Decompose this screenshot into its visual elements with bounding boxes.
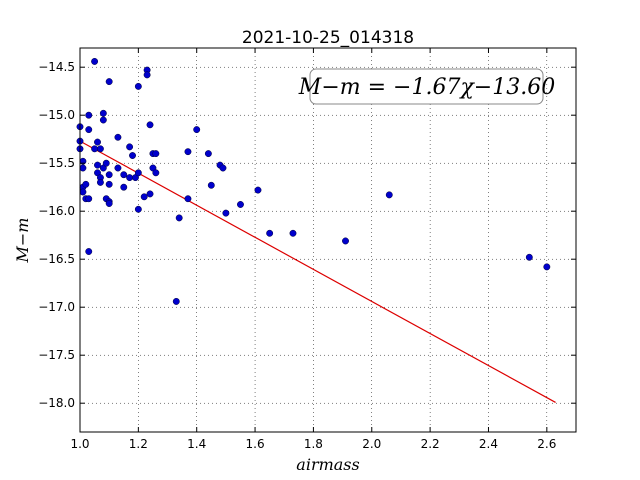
data-point	[146, 190, 154, 198]
data-point	[140, 193, 148, 201]
data-point	[79, 188, 87, 196]
data-point	[105, 200, 113, 207]
data-point	[85, 248, 93, 255]
data-point	[184, 148, 192, 156]
data-point	[219, 164, 227, 172]
data-point	[129, 152, 136, 159]
x-tick-label: 2.6	[537, 437, 556, 451]
x-tick-label: 2.4	[479, 437, 498, 451]
data-points	[76, 57, 551, 305]
data-point	[342, 237, 349, 245]
data-point	[120, 183, 128, 191]
data-point	[237, 201, 244, 208]
data-point	[146, 121, 154, 129]
annotation-text: M−m = −1.67χ−13.60	[298, 75, 555, 100]
data-point	[114, 133, 122, 141]
data-point	[85, 126, 93, 134]
axis-ticks	[79, 48, 576, 432]
y-tick-labels: −14.5 −15.0 −15.5 −16.0 −16.5 −17.0 −17.5 −18.0	[38, 60, 75, 410]
data-point	[266, 229, 274, 237]
x-tick-label: 1.2	[129, 437, 148, 451]
plot-frame	[79, 47, 577, 433]
x-tick-label: 2.0	[362, 437, 381, 451]
data-point	[105, 78, 113, 86]
data-point	[207, 181, 215, 189]
y-tick-label: −15.5	[38, 156, 75, 170]
data-point	[99, 116, 107, 124]
x-tick-labels: 1.0 1.2 1.4 1.6 1.8 2.0 2.2 2.4 2.6	[70, 437, 556, 451]
data-point	[82, 180, 90, 188]
data-point	[204, 150, 212, 158]
x-tick-label: 2.2	[421, 437, 440, 451]
fit-line-group	[79, 140, 556, 403]
x-axis-label: airmass	[296, 455, 359, 474]
y-tick-label: −16.0	[38, 204, 75, 218]
data-point	[79, 164, 87, 172]
data-point	[126, 174, 134, 182]
y-tick-label: −17.0	[38, 300, 75, 314]
data-point	[134, 205, 142, 213]
data-point	[525, 253, 533, 261]
y-tick-label: −18.0	[38, 396, 75, 410]
data-point	[134, 82, 142, 90]
data-point	[85, 195, 93, 203]
data-point	[152, 169, 160, 177]
data-point	[134, 169, 142, 177]
data-point	[126, 143, 134, 151]
data-point	[385, 191, 393, 199]
data-point	[543, 263, 551, 271]
data-point	[91, 145, 99, 153]
data-point	[99, 109, 107, 117]
data-point	[102, 159, 110, 167]
data-point	[114, 164, 122, 172]
fit-line	[79, 140, 556, 403]
data-point	[289, 229, 297, 237]
data-point	[105, 180, 113, 188]
x-tick-label: 1.0	[70, 437, 89, 451]
data-point	[172, 297, 180, 305]
data-point	[184, 195, 192, 203]
data-point	[105, 171, 113, 179]
data-point	[94, 138, 101, 146]
data-point	[120, 171, 128, 179]
grid-lines	[79, 48, 576, 432]
data-point	[143, 71, 151, 79]
data-point	[254, 186, 262, 194]
chart-title: 2021-10-25_014318	[242, 28, 414, 48]
data-point	[96, 145, 104, 153]
x-tick-label: 1.8	[304, 437, 323, 451]
data-point	[152, 150, 160, 158]
y-axis-label: M−m	[13, 218, 32, 264]
y-tick-label: −14.5	[38, 60, 75, 74]
y-tick-label: −15.0	[38, 108, 75, 122]
data-point	[193, 126, 201, 134]
annotation-box	[309, 68, 544, 105]
data-point	[96, 178, 104, 186]
y-tick-label: −16.5	[38, 252, 75, 266]
data-point	[94, 161, 101, 169]
data-point	[175, 214, 183, 222]
x-tick-label: 1.4	[187, 437, 206, 451]
y-tick-label: −17.5	[38, 348, 75, 362]
data-point	[91, 57, 99, 65]
data-point	[222, 209, 230, 217]
x-tick-label: 1.6	[246, 437, 265, 451]
data-point	[85, 111, 93, 119]
fit-annotation: M−m = −1.67χ−13.60	[298, 68, 555, 105]
